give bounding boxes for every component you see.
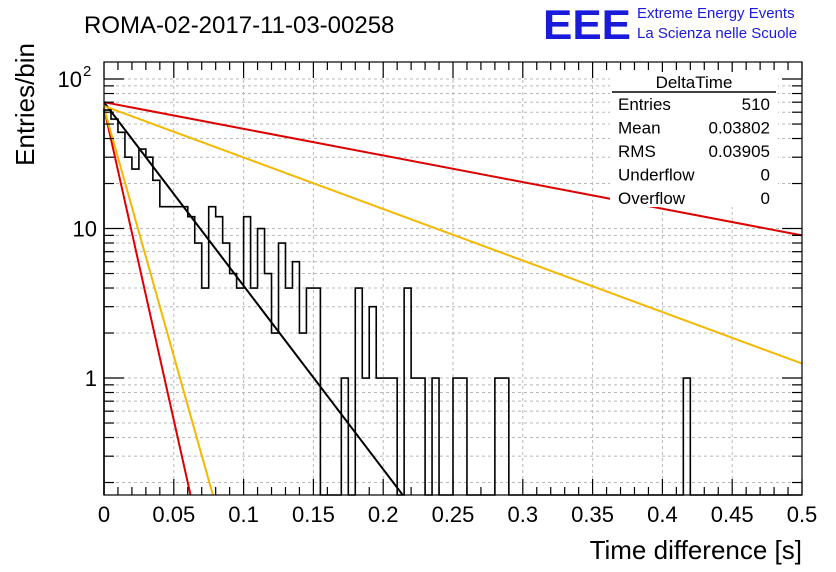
y-axis-label: Entries/bin — [10, 43, 40, 166]
stats-value: 0.03905 — [709, 142, 770, 161]
x-tick-label: 0.15 — [292, 502, 335, 527]
x-tick-label: 0.45 — [711, 502, 754, 527]
x-tick-label: 0.1 — [228, 502, 259, 527]
fit-line — [103, 107, 192, 496]
stats-label: Overflow — [618, 189, 686, 208]
fit-line — [103, 107, 214, 496]
x-tick-label: 0 — [98, 502, 110, 527]
stats-box: DeltaTime Entries 510 Mean 0.03802 RMS 0.0390… — [610, 72, 778, 208]
logo-line-1: Extreme Energy Events — [637, 5, 795, 22]
stats-value: 0.03802 — [709, 119, 770, 138]
chart-title: ROMA-02-2017-11-03-00258 — [84, 12, 394, 39]
stats-title: DeltaTime — [656, 73, 733, 92]
fit-line — [103, 101, 803, 237]
x-tick-label: 0.25 — [432, 502, 475, 527]
logo-mark: EEE — [543, 1, 631, 48]
x-tick-label: 0.35 — [571, 502, 614, 527]
stats-label: Entries — [618, 95, 671, 114]
stats-label: Underflow — [618, 166, 695, 185]
stats-label: Mean — [618, 119, 661, 138]
y-tick-label: 10 — [73, 217, 97, 242]
stats-box-background — [610, 72, 778, 207]
stats-label: RMS — [618, 142, 656, 161]
y-tick-label-exponent: 2 — [83, 63, 91, 80]
x-tick-label: 0.2 — [368, 502, 399, 527]
x-tick-label: 0.05 — [152, 502, 195, 527]
y-tick-label: 1 — [85, 366, 97, 391]
stats-value: 0 — [761, 166, 770, 185]
x-tick-labels: 0 0.05 0.1 0.15 0.2 0.25 0.3 0.35 0.4 0.45 0.5 — [98, 502, 817, 527]
x-tick-label: 0.4 — [647, 502, 678, 527]
logo-line-2: La Scienza nelle Scuole — [637, 25, 797, 42]
fit-curves — [103, 101, 803, 496]
y-tick-label: 10 — [58, 67, 82, 92]
x-axis-label: Time difference [s] — [590, 535, 802, 565]
x-tick-label: 0.3 — [508, 502, 539, 527]
fit-line — [103, 101, 404, 496]
stats-value: 0 — [761, 189, 770, 208]
fit-line — [103, 105, 803, 365]
stats-value: 510 — [742, 95, 770, 114]
x-tick-label: 0.5 — [787, 502, 818, 527]
eee-logo: EEE Extreme Energy Events La Scienza nel… — [543, 1, 797, 48]
stats-rows: Entries 510 Mean 0.03802 RMS 0.03905 Underflow… — [618, 95, 770, 208]
